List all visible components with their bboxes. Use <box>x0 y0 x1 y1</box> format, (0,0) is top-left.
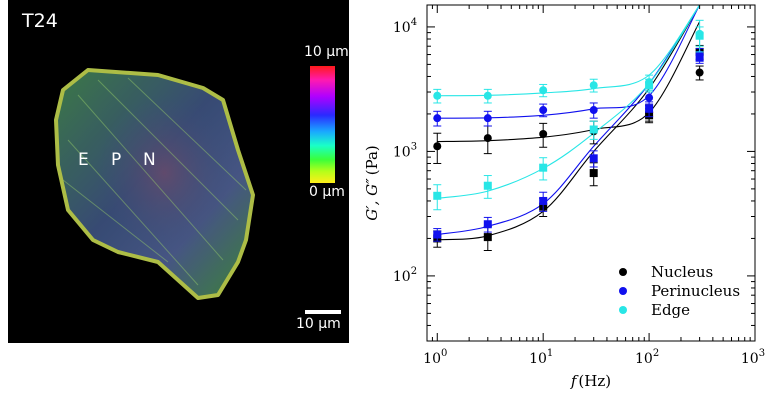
y-tick-exp: 3 <box>411 141 417 152</box>
y-tick-base: 10 <box>393 144 411 160</box>
storage-point-2-1 <box>483 181 492 190</box>
y-tick-label-2: 104 <box>393 17 417 36</box>
legend-marker-0 <box>619 268 627 276</box>
loss-point-0-0 <box>433 142 442 151</box>
x-tick-label-3: 103 <box>741 348 765 367</box>
x-tick-base: 10 <box>423 351 441 367</box>
storage-point-2-3 <box>589 125 598 134</box>
microscopy-image-panel: T24 E P N 10 μm 0 μm 10 μm <box>8 0 349 343</box>
region-label-nucleus: N <box>143 150 156 170</box>
storage-point-1-3 <box>589 154 598 163</box>
x-tick-base: 10 <box>635 351 653 367</box>
y-tick-base: 10 <box>393 20 411 36</box>
loss-point-1-1 <box>483 114 492 123</box>
loss-point-2-4 <box>645 78 654 87</box>
storage-point-1-4 <box>645 104 654 113</box>
scale-bar <box>305 310 341 314</box>
loss-point-2-1 <box>483 91 492 100</box>
y-tick-base: 10 <box>393 269 411 285</box>
fit-curve-storage-2 <box>437 5 701 199</box>
legend-label-2: Edge <box>651 301 690 319</box>
storage-point-1-2 <box>539 196 548 205</box>
storage-point-0-3 <box>589 169 598 178</box>
storage-point-1-1 <box>483 220 492 229</box>
y-tick-label-0: 102 <box>393 266 417 285</box>
loss-point-2-0 <box>433 91 442 100</box>
x-axis-ticks: 100 101 102 103 <box>423 5 765 367</box>
fit-curve-storage-0 <box>437 5 701 241</box>
loss-point-1-5 <box>695 50 704 59</box>
loss-point-1-2 <box>539 106 548 115</box>
plot-frame <box>426 4 756 342</box>
storage-point-2-0 <box>433 191 442 200</box>
cell-image <box>54 68 255 300</box>
y-tick-exp: 4 <box>411 17 417 28</box>
loss-point-2-2 <box>539 86 548 95</box>
loss-point-2-5 <box>695 29 704 38</box>
x-tick-label-2: 102 <box>635 348 659 367</box>
fit-curve-loss-1 <box>437 5 701 119</box>
y-tick-exp: 2 <box>411 266 417 277</box>
x-tick-exp: 3 <box>759 348 765 359</box>
colorbar-min-label: 0 μm <box>309 184 345 200</box>
loss-point-0-1 <box>483 134 492 143</box>
y-axis-label: G′, G″ (Pa) <box>363 145 381 221</box>
x-tick-label-1: 101 <box>529 348 553 367</box>
x-tick-exp: 1 <box>547 348 553 359</box>
x-tick-exp: 2 <box>653 348 659 359</box>
x-axis-variable: f <box>570 372 579 390</box>
x-tick-exp: 0 <box>441 348 447 359</box>
x-tick-base: 10 <box>529 351 547 367</box>
region-label-edge: E <box>78 150 89 170</box>
loss-point-1-4 <box>645 93 654 102</box>
loss-point-2-3 <box>589 81 598 90</box>
fit-curve-storage-1 <box>437 5 701 236</box>
data-points <box>433 19 704 251</box>
cell-line-title: T24 <box>22 10 58 32</box>
legend-marker-2 <box>619 306 627 314</box>
fit-curves <box>437 5 701 241</box>
loss-point-1-0 <box>433 114 442 123</box>
legend-marker-1 <box>619 287 627 295</box>
rheology-chart: 100 101 102 103 102 103 104 Nucleus Perinucleu… <box>355 0 766 394</box>
loss-point-0-5 <box>695 68 704 77</box>
colorbar-max-label: 10 μm <box>304 44 349 60</box>
x-axis-unit: (Hz) <box>578 372 611 390</box>
legend-label-0: Nucleus <box>651 263 713 281</box>
storage-point-2-2 <box>539 163 548 172</box>
legend-label-1: Perinucleus <box>651 282 740 300</box>
x-axis-label: f (Hz) <box>570 372 611 390</box>
y-tick-label-1: 103 <box>393 141 417 160</box>
storage-point-0-1 <box>483 233 492 242</box>
height-colorbar <box>310 66 335 183</box>
scale-bar-label: 10 μm <box>296 316 341 332</box>
region-label-perinucleus: P <box>111 150 122 170</box>
x-tick-base: 10 <box>741 351 759 367</box>
y-axis-variable: G′, G″ <box>363 178 381 221</box>
y-axis-unit: (Pa) <box>363 145 381 175</box>
x-tick-label-0: 100 <box>423 348 447 367</box>
storage-point-1-0 <box>433 230 442 239</box>
loss-point-1-3 <box>589 106 598 115</box>
loss-point-0-2 <box>539 130 548 139</box>
